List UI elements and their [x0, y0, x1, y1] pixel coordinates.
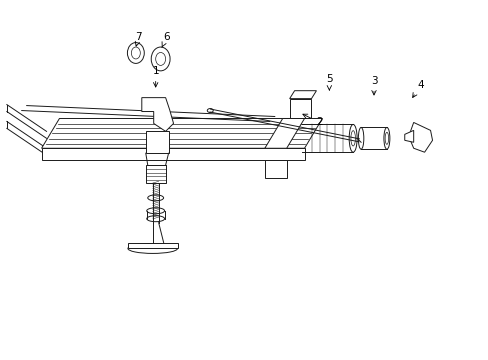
Ellipse shape [155, 53, 165, 66]
Ellipse shape [383, 127, 389, 149]
Polygon shape [145, 165, 165, 183]
Ellipse shape [298, 125, 305, 152]
Ellipse shape [147, 195, 163, 201]
Ellipse shape [151, 47, 170, 71]
Polygon shape [264, 118, 304, 148]
Polygon shape [264, 160, 286, 178]
Polygon shape [41, 118, 322, 148]
Ellipse shape [131, 47, 140, 59]
Ellipse shape [358, 127, 363, 149]
Text: 3: 3 [370, 76, 377, 95]
Ellipse shape [146, 216, 164, 222]
Polygon shape [128, 243, 177, 248]
Text: 5: 5 [325, 74, 332, 90]
Polygon shape [142, 98, 173, 131]
Text: 1: 1 [152, 66, 159, 87]
Text: 6: 6 [162, 32, 169, 48]
Polygon shape [408, 122, 432, 152]
Text: 4: 4 [412, 80, 423, 98]
Ellipse shape [47, 149, 60, 159]
Ellipse shape [127, 42, 144, 63]
Polygon shape [289, 99, 311, 118]
Ellipse shape [146, 208, 164, 214]
Polygon shape [289, 91, 316, 99]
Text: 2: 2 [302, 114, 322, 127]
Ellipse shape [348, 125, 356, 152]
Polygon shape [41, 148, 304, 160]
Polygon shape [145, 131, 168, 153]
Ellipse shape [128, 243, 177, 253]
Ellipse shape [207, 109, 213, 113]
Polygon shape [404, 130, 413, 142]
Ellipse shape [156, 116, 163, 123]
Text: 7: 7 [135, 32, 142, 46]
